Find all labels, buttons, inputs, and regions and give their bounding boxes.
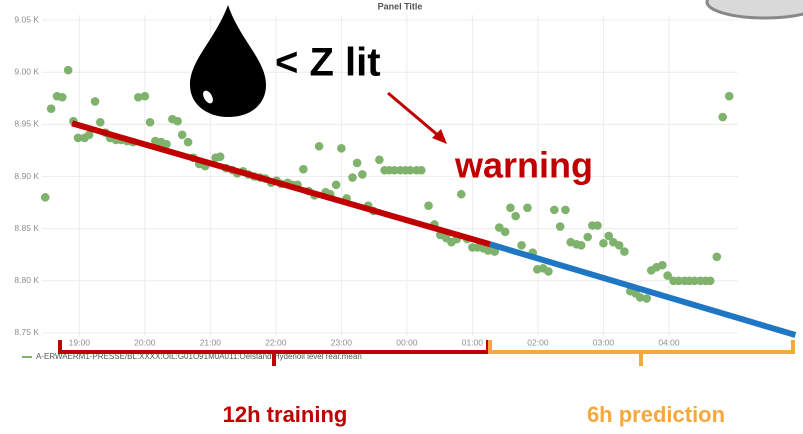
data-point (146, 118, 155, 127)
data-point (550, 206, 559, 215)
data-point (91, 97, 100, 106)
prediction-label: 6h prediction (587, 402, 725, 427)
plot (41, 66, 795, 335)
y-tick-label: 8.75 K (14, 327, 39, 337)
data-point (337, 144, 346, 153)
data-point (583, 233, 592, 242)
data-point (375, 156, 384, 165)
data-point (506, 203, 515, 212)
oil-drop (190, 5, 266, 117)
x-tick-label: 04:00 (658, 337, 680, 347)
data-point (544, 267, 553, 276)
page: {"chart_data": {"type": "scatter", "titl… (0, 0, 803, 434)
x-tick-label: 01:00 (462, 337, 484, 347)
data-point (556, 222, 565, 231)
data-point (658, 261, 667, 270)
data-point (417, 166, 426, 175)
tire-decoration (707, 0, 803, 18)
data-point (712, 253, 721, 262)
data-point (457, 190, 466, 199)
arrow-line (388, 93, 440, 137)
warning-text: warning (454, 145, 593, 186)
training-label: 12h training (223, 402, 348, 427)
x-tick-label: 00:00 (396, 337, 418, 347)
data-point (96, 118, 105, 127)
x-tick-label: 02:00 (527, 337, 549, 347)
data-point (511, 212, 520, 221)
data-point (718, 113, 727, 122)
data-point (184, 138, 193, 147)
chart-title: Panel Title (378, 1, 423, 11)
data-point (332, 181, 341, 190)
data-point (517, 241, 526, 250)
data-point (424, 201, 433, 210)
y-tick-label: 9.05 K (14, 14, 39, 24)
data-point (523, 203, 532, 212)
data-point (141, 92, 150, 101)
data-point (47, 104, 56, 113)
y-tick-label: 8.80 K (14, 275, 39, 285)
trend-line (72, 123, 490, 244)
data-point (299, 165, 308, 174)
data-point (178, 130, 187, 139)
data-point (315, 142, 324, 151)
data-point (725, 92, 734, 101)
y-tick-label: 8.85 K (14, 223, 39, 233)
data-point (64, 66, 73, 75)
x-tick-label: 22:00 (265, 337, 287, 347)
data-point (599, 239, 608, 248)
y-tick-label: 8.90 K (14, 171, 39, 181)
data-point (173, 117, 182, 126)
chart: Panel Title 8.75 K 8.80 K 8.85 K 8.90 K 8.95… (0, 0, 803, 434)
trend-line (490, 244, 795, 335)
data-point (577, 241, 586, 250)
x-tick-label: 20:00 (134, 337, 156, 347)
data-point (642, 294, 651, 303)
x-tick-label: 23:00 (331, 337, 353, 347)
data-point (561, 206, 570, 215)
data-point (353, 159, 362, 168)
y-tick-label: 9.00 K (14, 66, 39, 76)
data-point (593, 221, 602, 230)
x-tick-label: 21:00 (200, 337, 222, 347)
x-tick-label: 03:00 (593, 337, 615, 347)
data-point (706, 276, 715, 285)
y-tick-label: 8.95 K (14, 119, 39, 129)
data-point (358, 170, 367, 179)
data-point (216, 152, 225, 161)
data-point (58, 93, 67, 102)
data-point (620, 247, 629, 256)
oil-label: < Z lit (275, 41, 381, 85)
data-point (41, 193, 50, 202)
x-tick-label: 19:00 (69, 337, 91, 347)
data-point (501, 227, 510, 236)
data-point (348, 173, 357, 182)
